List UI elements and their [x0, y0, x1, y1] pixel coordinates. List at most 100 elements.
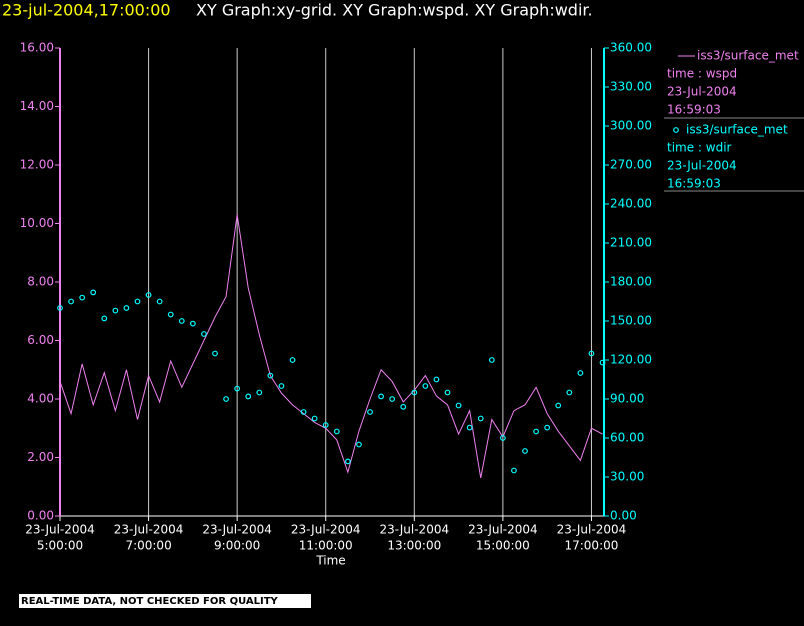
legend-detail: time : wdir: [667, 141, 732, 155]
wdir-marker: [599, 359, 606, 366]
y2-tick-label: 360.00: [610, 41, 652, 55]
x-tick-label: 7:00:00: [125, 539, 171, 553]
y-tick-label: 0.00: [27, 509, 54, 523]
y-tick-label: 8.00: [27, 275, 54, 289]
wdir-marker: [123, 305, 130, 311]
wdir-marker: [322, 422, 329, 428]
legend-detail: time : wspd: [667, 67, 737, 81]
wdir-marker: [488, 357, 495, 363]
wdir-marker: [311, 415, 318, 422]
wdir-marker: [145, 292, 152, 298]
wdir-marker: [344, 458, 351, 465]
y2-tick-label: 300.00: [610, 119, 652, 133]
wdir-marker: [422, 383, 429, 389]
wdir-marker: [544, 424, 551, 431]
y2-tick-label: 210.00: [610, 236, 652, 250]
wdir-marker: [522, 448, 528, 454]
wdir-marker: [455, 402, 462, 409]
wdir-marker: [245, 393, 252, 400]
wdir-marker: [511, 467, 517, 474]
x-tick-label: 11:00:00: [299, 539, 353, 553]
x-tick-label: 23-Jul-2004: [379, 523, 449, 537]
y2-tick-label: 240.00: [610, 197, 652, 211]
x-tick-label: 5:00:00: [37, 539, 83, 553]
y-tick-label: 14.00: [20, 99, 54, 113]
wdir-marker: [367, 409, 373, 415]
x-tick-label: 17:00:00: [564, 539, 618, 553]
wdir-marker: [167, 311, 174, 318]
wdir-marker: [101, 315, 108, 322]
wdir-marker: [289, 357, 296, 363]
wdir-marker: [444, 389, 451, 396]
wdir-marker: [356, 441, 362, 448]
wdir-marker: [112, 307, 119, 314]
wdir-marker: [389, 396, 396, 402]
y-tick-label: 16.00: [20, 41, 54, 55]
legend-label: iss3/surface_met: [686, 123, 788, 137]
wdir-marker: [90, 289, 97, 296]
wdir-marker: [189, 320, 196, 327]
x-tick-label: 23-Jul-2004: [202, 523, 272, 537]
y-tick-label: 6.00: [27, 333, 54, 347]
wdir-marker: [577, 370, 584, 376]
wdir-marker: [300, 409, 307, 415]
wdir-marker: [178, 318, 185, 324]
wdir-marker: [256, 389, 263, 396]
y-tick-label: 10.00: [20, 216, 54, 230]
wdir-marker: [333, 428, 340, 435]
wdir-marker: [234, 385, 241, 392]
wdir-marker: [533, 428, 539, 435]
wdir-marker: [79, 294, 86, 301]
y2-tick-label: 330.00: [610, 80, 652, 94]
y2-tick-label: 150.00: [610, 314, 652, 328]
wdir-marker: [477, 415, 484, 422]
wdir-marker: [400, 403, 407, 410]
x-tick-label: 9:00:00: [214, 539, 260, 553]
y2-tick-label: 120.00: [610, 353, 652, 367]
wdir-marker: [68, 298, 74, 305]
x-tick-label: 13:00:00: [387, 539, 441, 553]
y-tick-label: 2.00: [27, 450, 54, 464]
y2-tick-label: 90.00: [610, 392, 644, 406]
wdir-marker: [223, 396, 229, 402]
wdir-marker: [212, 350, 218, 357]
wdir-marker: [588, 350, 595, 357]
wdir-marker: [499, 435, 506, 441]
wdir-marker: [411, 389, 418, 396]
wdir-marker: [267, 372, 274, 379]
y-tick-label: 4.00: [27, 392, 54, 406]
footer: REAL-TIME DATA, NOT CHECKED FOR QUALITY: [21, 596, 279, 607]
y2-tick-label: 270.00: [610, 158, 652, 172]
title-time: 23-jul-2004,17:00:00: [2, 1, 171, 20]
title-graphs: XY Graph:xy-grid. XY Graph:wspd. XY Grap…: [196, 1, 593, 20]
legend-swatch: [673, 127, 679, 133]
y2-tick-label: 60.00: [610, 431, 644, 445]
wdir-marker: [555, 402, 562, 409]
wdir-marker: [201, 331, 207, 337]
x-tick-label: 23-Jul-2004: [114, 523, 184, 537]
x-tick-label: 23-Jul-2004: [557, 523, 627, 537]
x-tick-label: 23-Jul-2004: [468, 523, 538, 537]
legend-label: iss3/surface_met: [697, 49, 799, 63]
wdir-marker: [466, 424, 473, 431]
wdir-marker: [566, 389, 573, 396]
legend-detail: 23-Jul-2004: [667, 159, 737, 173]
legend-detail: 23-Jul-2004: [667, 85, 737, 99]
x-axis-label: Time: [315, 554, 345, 568]
y2-tick-label: 0.00: [610, 509, 637, 523]
wdir-marker: [433, 376, 440, 383]
footer-box: [19, 594, 311, 608]
wdir-marker: [156, 298, 163, 305]
wspd-line: [59, 214, 603, 479]
wdir-marker: [278, 383, 285, 389]
y-tick-label: 12.00: [20, 158, 54, 172]
y2-tick-label: 180.00: [610, 275, 652, 289]
legend-detail: 16:59:03: [667, 177, 721, 191]
x-tick-label: 15:00:00: [476, 539, 530, 553]
wdir-marker: [57, 305, 63, 311]
y2-tick-label: 30.00: [610, 470, 644, 484]
x-tick-label: 23-Jul-2004: [25, 523, 95, 537]
wdir-marker: [378, 393, 384, 400]
